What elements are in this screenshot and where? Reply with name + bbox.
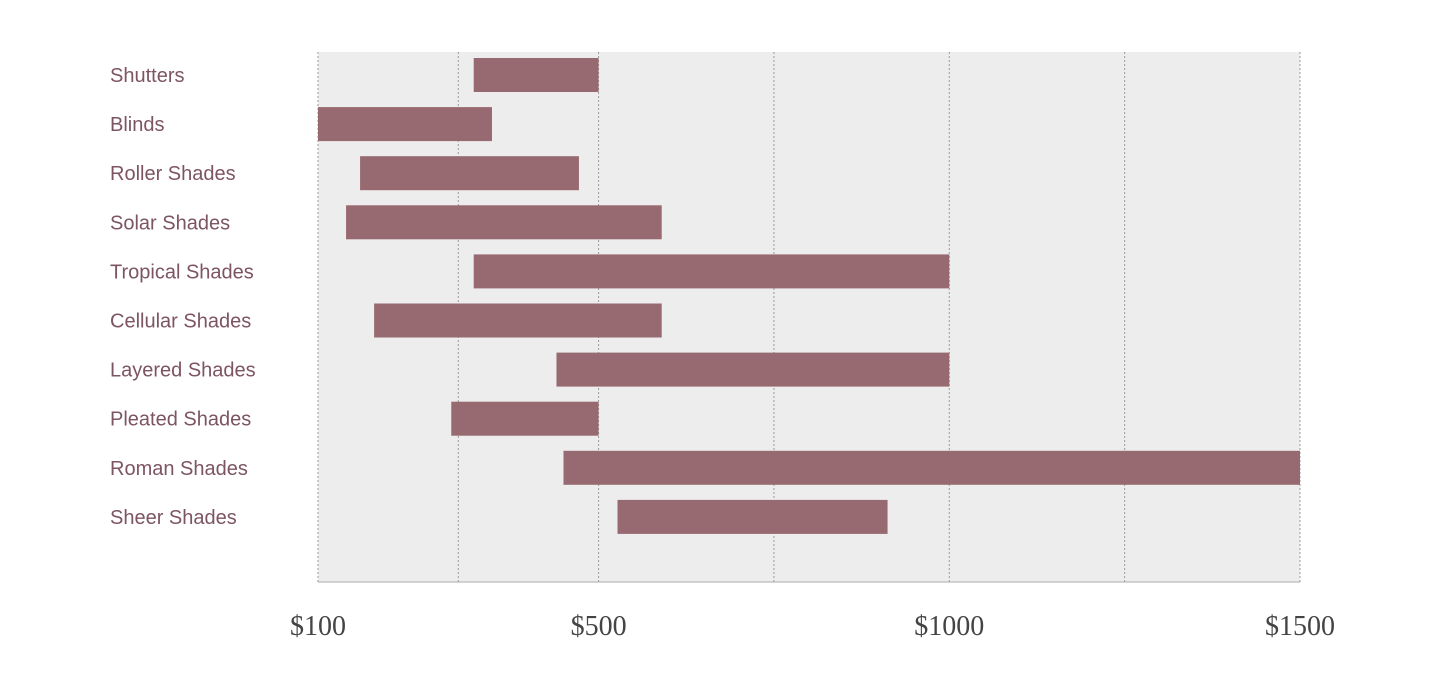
category-label: Sheer Shades xyxy=(110,507,237,529)
category-label: Tropical Shades xyxy=(110,261,254,283)
range-bar xyxy=(617,499,888,534)
category-label: Blinds xyxy=(110,114,164,136)
range-bar xyxy=(563,450,1300,485)
category-label: Solar Shades xyxy=(110,212,230,234)
category-label: Shutters xyxy=(110,65,184,87)
x-tick-label: $1000 xyxy=(914,611,984,642)
category-labels: Shutters Blinds Roller Shades Solar Shades T… xyxy=(110,65,256,529)
x-tick-label: $100 xyxy=(290,611,346,642)
bars xyxy=(318,58,1300,534)
range-bar xyxy=(473,58,599,92)
category-label: Cellular Shades xyxy=(110,311,251,333)
range-bar xyxy=(556,352,950,387)
range-bar xyxy=(473,254,950,289)
category-label: Roman Shades xyxy=(110,458,248,480)
x-tick-label: $500 xyxy=(571,611,627,642)
range-bar xyxy=(374,303,662,338)
x-axis-tick-labels: $100 $500 $1000 $1500 xyxy=(290,611,1335,642)
range-bar xyxy=(451,401,599,436)
range-bar xyxy=(346,205,662,240)
category-label: Pleated Shades xyxy=(110,409,251,431)
x-tick-label: $1500 xyxy=(1265,611,1335,642)
range-bar xyxy=(360,156,579,191)
category-label: Roller Shades xyxy=(110,163,236,185)
category-label: Layered Shades xyxy=(110,360,256,382)
range-bar xyxy=(318,107,492,142)
